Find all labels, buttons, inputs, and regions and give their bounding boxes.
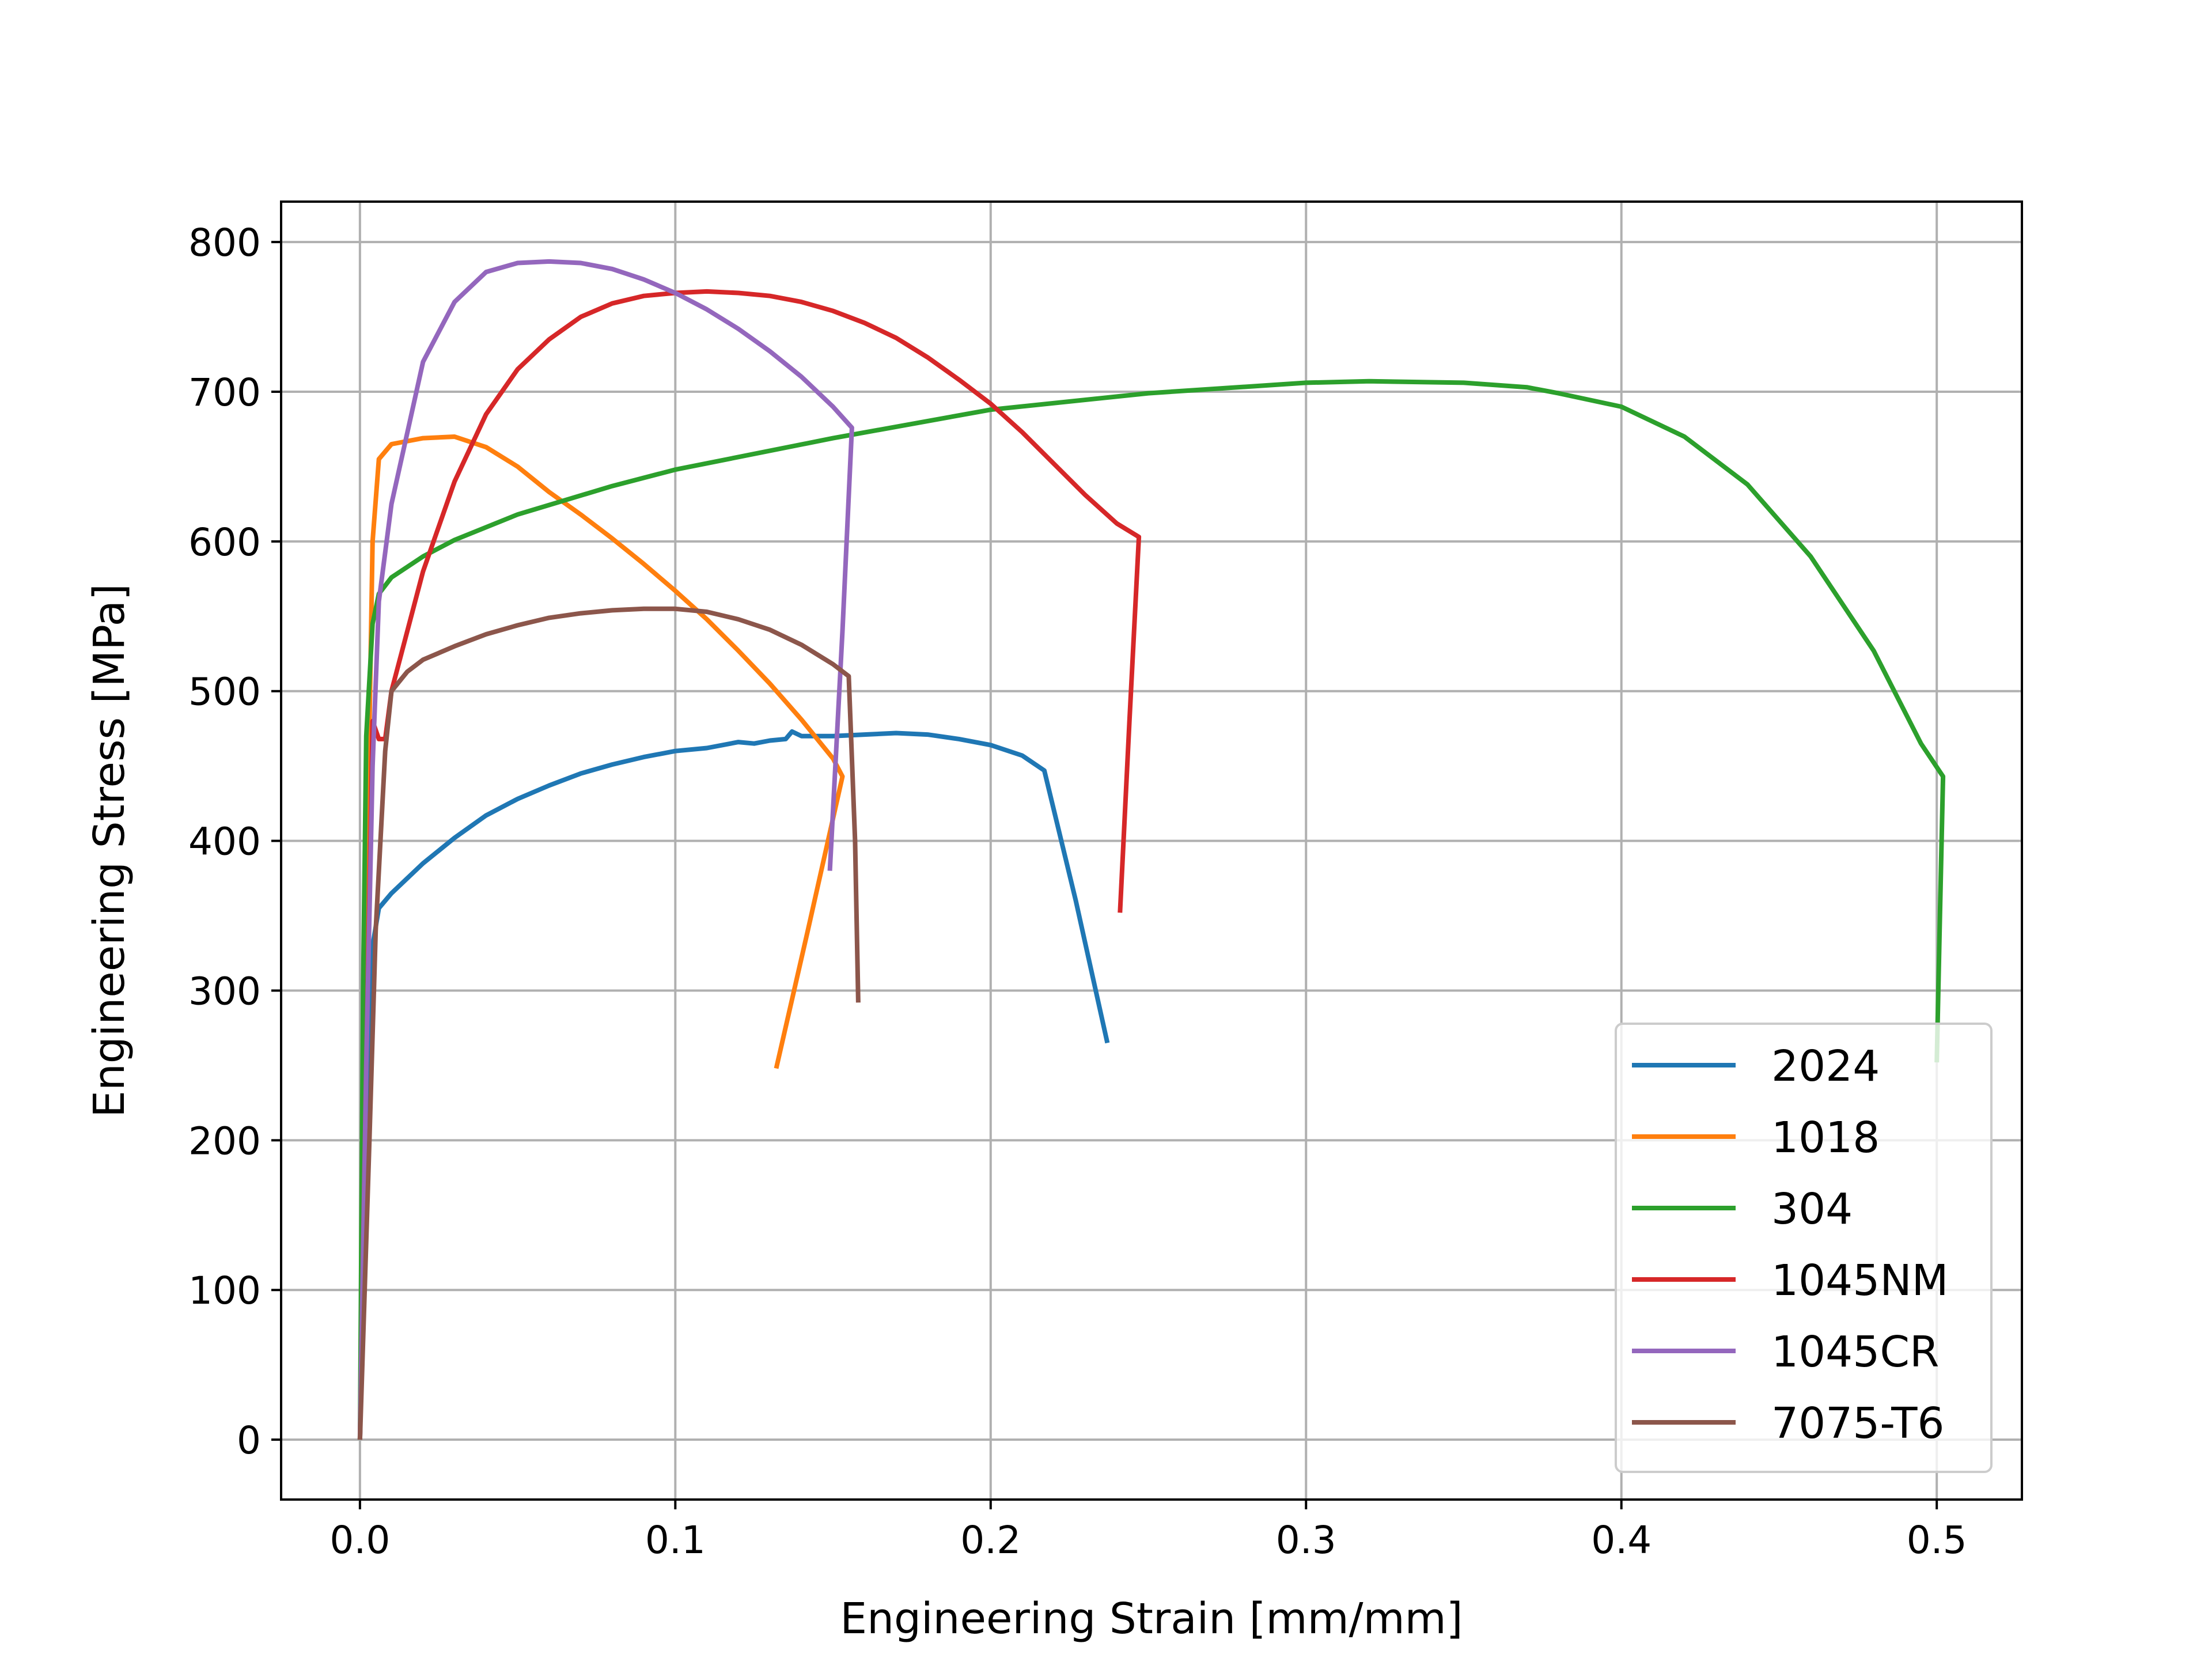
y-tick-label: 700 bbox=[188, 370, 261, 415]
x-axis-title: Engineering Strain [mm/mm] bbox=[840, 1594, 1463, 1644]
y-tick-label: 400 bbox=[188, 820, 261, 864]
legend-label-2024: 2024 bbox=[1771, 1042, 1880, 1091]
y-tick-label: 200 bbox=[188, 1119, 261, 1163]
legend-label-1018: 1018 bbox=[1771, 1113, 1880, 1163]
x-axis-ticks: 0.0 0.1 0.2 0.3 0.4 0.5 bbox=[329, 1500, 1967, 1562]
x-tick-label: 0.4 bbox=[1591, 1518, 1652, 1562]
x-tick-label: 0.2 bbox=[960, 1518, 1021, 1562]
y-tick-label: 100 bbox=[188, 1269, 261, 1313]
x-tick-label: 0.1 bbox=[645, 1518, 706, 1562]
legend: 2024 1018 304 1045NM 1045CR 7075-T6 bbox=[1615, 1023, 1993, 1473]
plot-frame bbox=[280, 200, 2023, 1501]
series-line-1045cr bbox=[357, 259, 854, 1440]
legend-label-304: 304 bbox=[1771, 1184, 1853, 1234]
series-line-1045nm bbox=[357, 289, 1142, 1440]
y-tick-label: 800 bbox=[188, 221, 261, 265]
x-tick-label: 0.3 bbox=[1276, 1518, 1336, 1562]
y-tick-label: 300 bbox=[188, 969, 261, 1013]
legend-label-1045nm: 1045NM bbox=[1771, 1256, 1949, 1305]
y-axis-title: Engineering Stress [MPa] bbox=[85, 584, 134, 1118]
y-tick-label: 0 bbox=[237, 1418, 261, 1463]
y-tick-label: 500 bbox=[188, 670, 261, 714]
series-line-304 bbox=[357, 378, 1946, 1440]
x-tick-label: 0.5 bbox=[1907, 1518, 1967, 1562]
series-lines bbox=[357, 259, 1946, 1440]
legend-label-1045cr: 1045CR bbox=[1771, 1327, 1939, 1377]
legend-label-7075-t6: 7075-T6 bbox=[1771, 1399, 1945, 1448]
y-tick-label: 600 bbox=[188, 520, 261, 565]
series-line-2024 bbox=[357, 729, 1110, 1440]
series-line-1018 bbox=[357, 434, 845, 1440]
x-tick-label: 0.0 bbox=[329, 1518, 390, 1562]
series-line-7075-t6 bbox=[357, 606, 861, 1440]
y-axis-ticks: 0 100 200 300 400 500 600 700 800 bbox=[188, 221, 281, 1463]
